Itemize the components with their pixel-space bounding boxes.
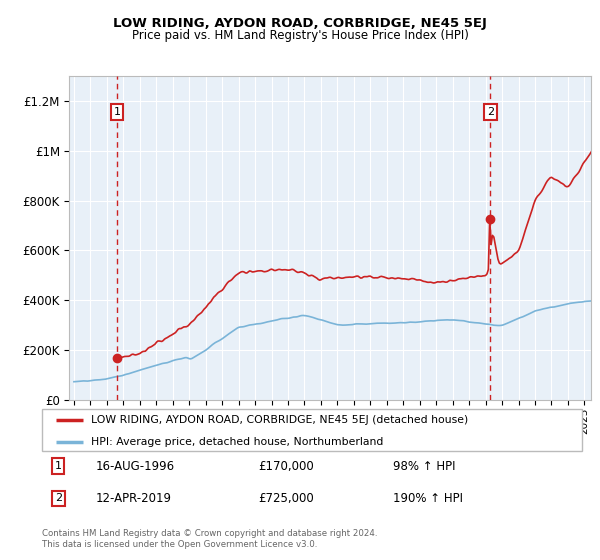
Text: 2: 2	[487, 107, 494, 117]
Text: Contains HM Land Registry data © Crown copyright and database right 2024.
This d: Contains HM Land Registry data © Crown c…	[42, 529, 377, 549]
Text: 1: 1	[55, 461, 62, 471]
FancyBboxPatch shape	[42, 409, 582, 451]
Text: LOW RIDING, AYDON ROAD, CORBRIDGE, NE45 5EJ: LOW RIDING, AYDON ROAD, CORBRIDGE, NE45 …	[113, 17, 487, 30]
Text: 190% ↑ HPI: 190% ↑ HPI	[393, 492, 463, 505]
Text: 1: 1	[113, 107, 121, 117]
Text: 16-AUG-1996: 16-AUG-1996	[96, 460, 175, 473]
Text: HPI: Average price, detached house, Northumberland: HPI: Average price, detached house, Nort…	[91, 437, 383, 446]
Text: £170,000: £170,000	[258, 460, 314, 473]
Text: 98% ↑ HPI: 98% ↑ HPI	[393, 460, 455, 473]
Text: LOW RIDING, AYDON ROAD, CORBRIDGE, NE45 5EJ (detached house): LOW RIDING, AYDON ROAD, CORBRIDGE, NE45 …	[91, 415, 468, 425]
Text: 12-APR-2019: 12-APR-2019	[96, 492, 172, 505]
Text: £725,000: £725,000	[258, 492, 314, 505]
Text: 2: 2	[55, 493, 62, 503]
Text: Price paid vs. HM Land Registry's House Price Index (HPI): Price paid vs. HM Land Registry's House …	[131, 29, 469, 42]
